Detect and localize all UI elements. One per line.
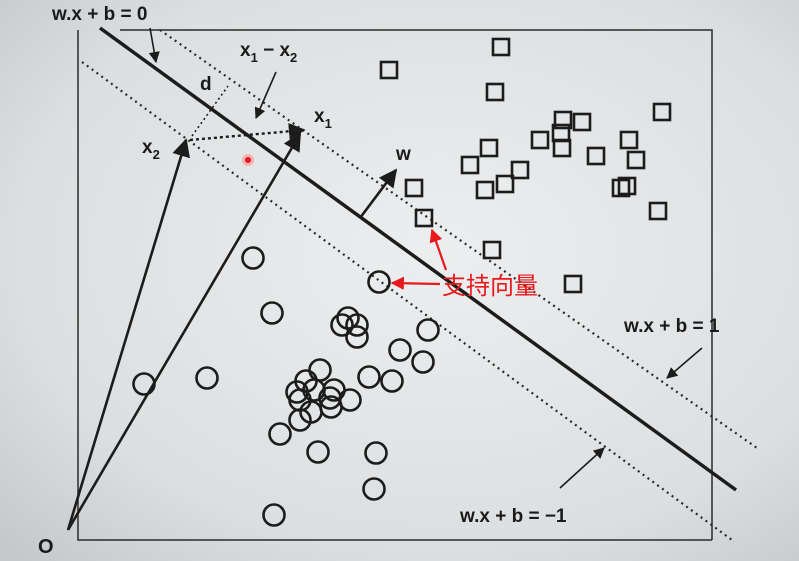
positive-margin-line [159, 29, 758, 449]
circle-point [388, 338, 412, 362]
negative-margin-line [81, 61, 733, 541]
circle-point [357, 365, 381, 389]
circle-point [308, 358, 332, 382]
support-vector-pointer-circle [390, 276, 441, 290]
circle-point [338, 388, 362, 412]
circle-point [345, 313, 369, 337]
hyperplane-label: w.x + b = 0 [51, 4, 147, 25]
circle-point [262, 503, 286, 527]
circle-point [330, 313, 354, 337]
square-point [475, 180, 495, 200]
square-point [572, 112, 592, 132]
vector-x1 [66, 132, 302, 531]
square-point [563, 274, 583, 294]
hyperplane-pointer [148, 27, 160, 64]
circle-point [362, 477, 386, 501]
positive-class-squares [379, 37, 672, 294]
circle-point [345, 325, 369, 349]
negative-class-circles [132, 246, 440, 527]
diff-pointer [254, 71, 277, 120]
square-point [414, 208, 434, 228]
circle-point [195, 366, 219, 390]
x2-label: x2 [142, 137, 160, 162]
circle-point [380, 369, 404, 393]
circle-point [367, 270, 391, 294]
distance-label: d [200, 74, 212, 95]
red-dot [245, 157, 251, 163]
square-point [551, 123, 571, 143]
normal-vector-label: w [395, 144, 411, 165]
neg-margin-pointer [559, 447, 605, 489]
circle-point [416, 318, 440, 342]
square-point [510, 160, 530, 180]
square-point [404, 178, 424, 198]
circle-point [268, 422, 292, 446]
square-point [648, 201, 668, 221]
normal-vector-w [358, 168, 398, 219]
square-point [617, 176, 637, 196]
square-point [491, 37, 511, 57]
support-vector-pointer-square [429, 228, 448, 271]
support-vector-label: 支持向量 [442, 273, 538, 300]
distance-segment [191, 85, 229, 137]
positive-margin-label: w.x + b = 1 [623, 316, 720, 337]
square-point [652, 102, 672, 122]
square-point [482, 240, 502, 260]
square-point [619, 130, 639, 150]
square-point [530, 130, 550, 150]
negative-margin-label: w.x + b = −1 [459, 506, 567, 527]
separating-hyperplane [98, 26, 738, 492]
x1-label: x1 [314, 106, 332, 131]
plot-frame [77, 29, 713, 541]
square-point [479, 138, 499, 158]
circle-point [241, 246, 265, 270]
origin-label: O [38, 536, 54, 558]
square-point [626, 150, 646, 170]
circle-point [306, 440, 330, 464]
x1-minus-x2-label: x1 − x2 [240, 40, 297, 65]
square-point [379, 60, 399, 80]
circle-point [132, 372, 156, 396]
vector-x1-minus-x2 [189, 122, 306, 142]
circle-point [411, 350, 435, 374]
square-point [611, 178, 631, 198]
square-point [495, 174, 515, 194]
circle-point [288, 408, 312, 432]
square-point [485, 82, 505, 102]
circle-point [260, 301, 284, 325]
vector-x2 [66, 138, 190, 531]
square-point [553, 110, 573, 130]
pos-margin-pointer [666, 347, 703, 379]
square-point [586, 146, 606, 166]
circle-point [364, 441, 388, 465]
square-point [460, 155, 480, 175]
